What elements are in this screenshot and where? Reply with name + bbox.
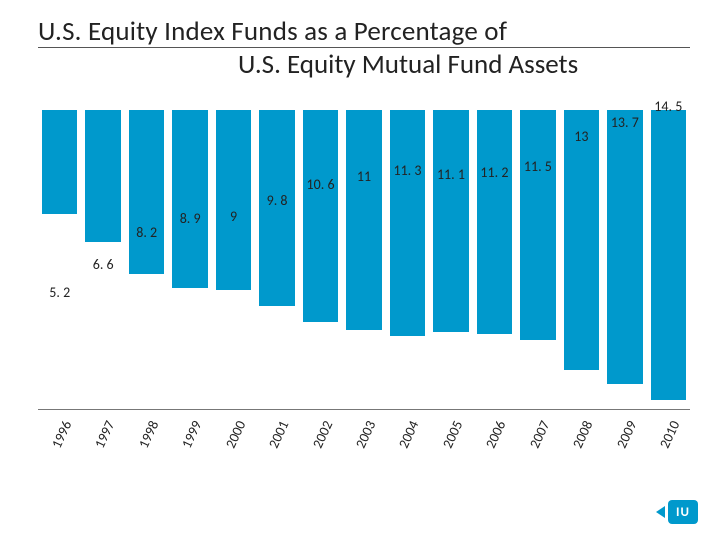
bar <box>607 110 642 384</box>
slide: U.S. Equity Index Funds as a Percentage … <box>0 0 720 540</box>
x-col: 1997 <box>85 412 120 522</box>
bar-col: 6. 6 <box>85 110 120 409</box>
x-axis-label: 2000 <box>222 418 249 451</box>
x-axis-label: 1997 <box>91 418 118 451</box>
bar-col: 9. 8 <box>259 110 294 409</box>
bar-col: 13 <box>564 110 599 409</box>
x-axis-label: 2009 <box>613 418 640 451</box>
x-col: 1996 <box>42 412 77 522</box>
x-axis-label: 2005 <box>439 418 466 451</box>
x-col: 2006 <box>477 412 512 522</box>
bar-col: 5. 2 <box>42 110 77 409</box>
x-col: 2004 <box>390 412 425 522</box>
x-col: 2003 <box>346 412 381 522</box>
bar-value-label: 9 <box>230 208 237 225</box>
bar-value-label: 6. 6 <box>93 256 114 273</box>
x-col: 2005 <box>433 412 468 522</box>
x-col: 1999 <box>172 412 207 522</box>
bar <box>390 110 425 336</box>
x-axis-label: 2002 <box>309 418 336 451</box>
bar-col: 11. 3 <box>390 110 425 409</box>
x-col: 2007 <box>520 412 555 522</box>
x-axis-labels: 1996 1997 1998 1999 2000 2001 2002 2003 2004 2005… <box>38 412 690 522</box>
bar-col: 13. 7 <box>607 110 642 409</box>
bar-value-label: 11. 5 <box>524 158 552 175</box>
bar <box>129 110 164 274</box>
logo-triangle-icon <box>656 506 665 518</box>
bar <box>346 110 381 330</box>
x-axis-label: 2008 <box>569 418 596 451</box>
bar-value-label: 11. 2 <box>480 164 508 181</box>
title-block: U.S. Equity Index Funds as a Percentage … <box>0 0 720 81</box>
bar-col: 10. 6 <box>303 110 338 409</box>
bar <box>172 110 207 288</box>
bar-value-label: 5. 2 <box>49 284 70 301</box>
x-col: 2002 <box>303 412 338 522</box>
x-col: 2001 <box>259 412 294 522</box>
x-axis-label: 2007 <box>526 418 553 451</box>
bar <box>477 110 512 334</box>
bar-col: 11. 1 <box>433 110 468 409</box>
bar-col: 14. 5 <box>651 110 686 409</box>
bar-value-label: 10. 6 <box>307 176 335 193</box>
logo: IU <box>656 500 698 524</box>
x-axis-label: 2001 <box>265 418 292 451</box>
bar <box>216 110 251 290</box>
bar-chart: 5. 2 6. 6 8. 2 8. 9 9 9. 8 10. 6 11 11. 3 11. 1 11… <box>38 110 690 410</box>
logo-text: IU <box>676 505 690 520</box>
bar <box>433 110 468 332</box>
x-axis-label: 2003 <box>352 418 379 451</box>
x-col: 2009 <box>607 412 642 522</box>
bar-value-label: 13. 7 <box>611 114 639 131</box>
bar-value-label: 8. 9 <box>180 210 201 227</box>
bar-col: 8. 2 <box>129 110 164 409</box>
bar-value-label: 8. 2 <box>136 224 157 241</box>
bar <box>520 110 555 340</box>
title-line-2: U.S. Equity Mutual Fund Assets <box>38 48 690 81</box>
x-axis-label: 1998 <box>135 418 162 451</box>
x-axis-label: 1999 <box>178 418 205 451</box>
x-col: 2008 <box>564 412 599 522</box>
x-axis-label: 2010 <box>656 418 683 451</box>
x-axis-label: 2004 <box>395 418 422 451</box>
x-axis-label: 2006 <box>482 418 509 451</box>
bar-col: 8. 9 <box>172 110 207 409</box>
bar <box>85 110 120 242</box>
bar-col: 11. 5 <box>520 110 555 409</box>
title-underline: U.S. Equity Index Funds as a Percentage … <box>38 18 690 48</box>
x-col: 1998 <box>129 412 164 522</box>
bars-container: 5. 2 6. 6 8. 2 8. 9 9 9. 8 10. 6 11 11. 3 11. 1 11… <box>38 110 690 410</box>
bar-value-label: 9. 8 <box>267 192 288 209</box>
bar-value-label: 11. 1 <box>437 166 465 183</box>
bar <box>303 110 338 322</box>
x-col: 2000 <box>216 412 251 522</box>
bar-value-label: 11 <box>357 168 371 185</box>
bar-value-label: 14. 5 <box>654 98 682 115</box>
bar-value-label: 13 <box>574 128 588 145</box>
bar-value-label: 11. 3 <box>393 162 421 179</box>
bar <box>651 110 686 400</box>
x-axis-label: 1996 <box>48 418 75 451</box>
bar-col: 11 <box>346 110 381 409</box>
bar-col: 11. 2 <box>477 110 512 409</box>
bar-col: 9 <box>216 110 251 409</box>
title-line-1: U.S. Equity Index Funds as a Percentage … <box>38 18 690 46</box>
logo-badge: IU <box>668 500 698 524</box>
bar <box>564 110 599 370</box>
bar <box>42 110 77 214</box>
